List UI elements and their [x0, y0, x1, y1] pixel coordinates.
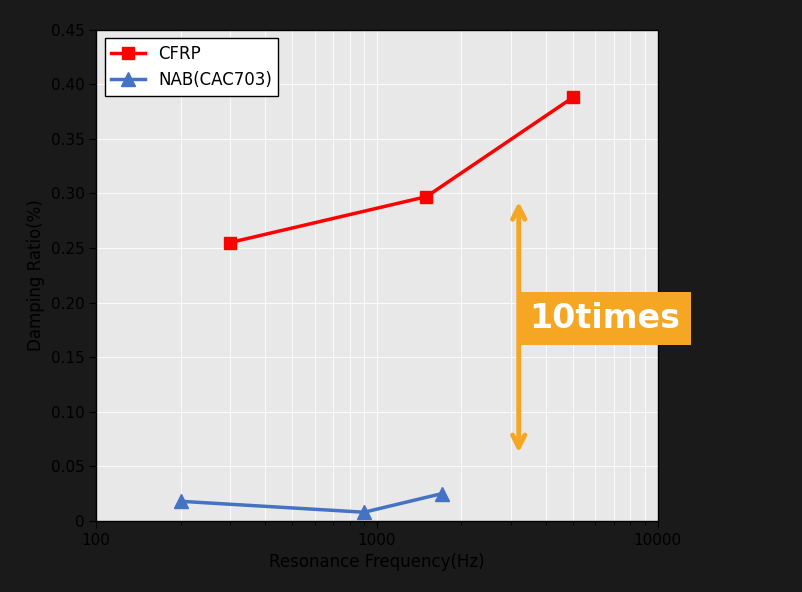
NAB(CAC703) [437, 490, 447, 497]
Legend: CFRP, NAB(CAC703): CFRP, NAB(CAC703) [104, 38, 278, 95]
NAB(CAC703) [176, 498, 185, 505]
Line: CFRP: CFRP [224, 91, 579, 249]
X-axis label: Resonance Frequency(Hz): Resonance Frequency(Hz) [269, 554, 484, 571]
NAB(CAC703) [359, 509, 369, 516]
Line: NAB(CAC703): NAB(CAC703) [174, 487, 448, 519]
CFRP [225, 239, 235, 246]
CFRP [569, 94, 578, 101]
Text: 10times: 10times [529, 303, 681, 336]
CFRP [422, 193, 431, 200]
Y-axis label: Damping Ratio(%): Damping Ratio(%) [27, 200, 45, 351]
